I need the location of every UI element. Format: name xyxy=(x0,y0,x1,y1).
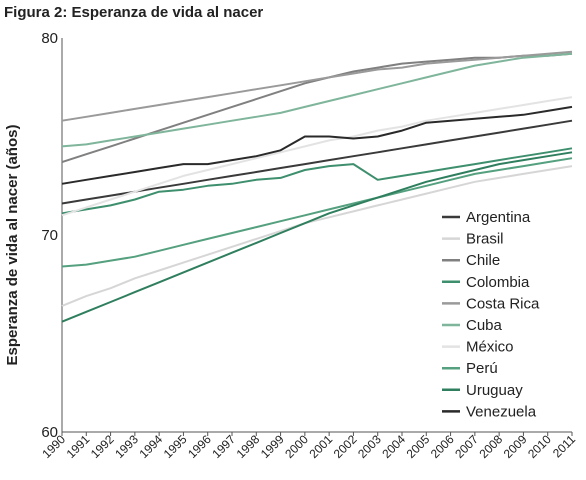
legend-label: Brasil xyxy=(466,231,504,248)
x-tick-label: 2009 xyxy=(501,432,530,461)
x-tick-label: 2008 xyxy=(476,432,505,461)
y-tick-label: 70 xyxy=(41,227,58,244)
x-tick-label: 2005 xyxy=(404,432,433,461)
legend-label: Argentina xyxy=(466,209,531,226)
legend-label: Uruguay xyxy=(466,382,523,399)
series-line-perú xyxy=(61,157,573,268)
legend-label: Perú xyxy=(466,360,498,377)
x-tick-label: 1994 xyxy=(136,432,165,461)
y-tick-label: 60 xyxy=(41,424,58,441)
x-tick-label: 2003 xyxy=(355,432,384,461)
series-line-cuba xyxy=(61,52,573,148)
x-tick-label: 1995 xyxy=(161,432,190,461)
x-tick-label: 2002 xyxy=(331,432,360,461)
series-layer xyxy=(61,50,573,323)
x-tick-label: 2010 xyxy=(525,432,554,461)
chart-title: Figura 2: Esperanza de vida al nacer xyxy=(4,4,264,21)
series-line-colombia xyxy=(61,147,573,215)
y-tick-label: 80 xyxy=(41,30,58,47)
legend-label: Cuba xyxy=(466,317,503,334)
x-tick-label: 1991 xyxy=(64,432,93,461)
x-tick-label: 1992 xyxy=(88,432,117,461)
series-line-argentina xyxy=(61,119,573,205)
series-line-costa-rica xyxy=(61,50,573,122)
x-tick-label: 1999 xyxy=(258,432,287,461)
legend-label: Colombia xyxy=(466,274,530,291)
legend-label: Venezuela xyxy=(466,403,537,420)
x-tick-label: 1998 xyxy=(234,432,263,461)
series-line-venezuela xyxy=(61,105,573,185)
x-tick-label: 1996 xyxy=(185,432,214,461)
x-tick-label: 2001 xyxy=(306,432,335,461)
y-axis-label: Esperanza de vida al nacer (años) xyxy=(4,125,21,366)
x-tick-label: 1997 xyxy=(209,432,238,461)
x-tick-label: 2000 xyxy=(282,432,311,461)
series-line-uruguay xyxy=(61,151,573,323)
legend-label: Costa Rica xyxy=(466,295,540,312)
x-tick-label: 1993 xyxy=(112,432,141,461)
x-tick-label: 2011 xyxy=(550,432,578,460)
series-line-brasil xyxy=(61,165,573,307)
legend-label: Chile xyxy=(466,252,500,269)
x-tick-label: 2007 xyxy=(452,432,481,461)
x-tick-label: 2006 xyxy=(428,432,457,461)
legend-label: México xyxy=(466,339,514,356)
legend: Argentina Brasil Chile Colombia Costa Rica Cu… xyxy=(442,209,540,420)
series-line-méxico xyxy=(61,96,573,217)
x-tick-label: 2004 xyxy=(379,432,408,461)
